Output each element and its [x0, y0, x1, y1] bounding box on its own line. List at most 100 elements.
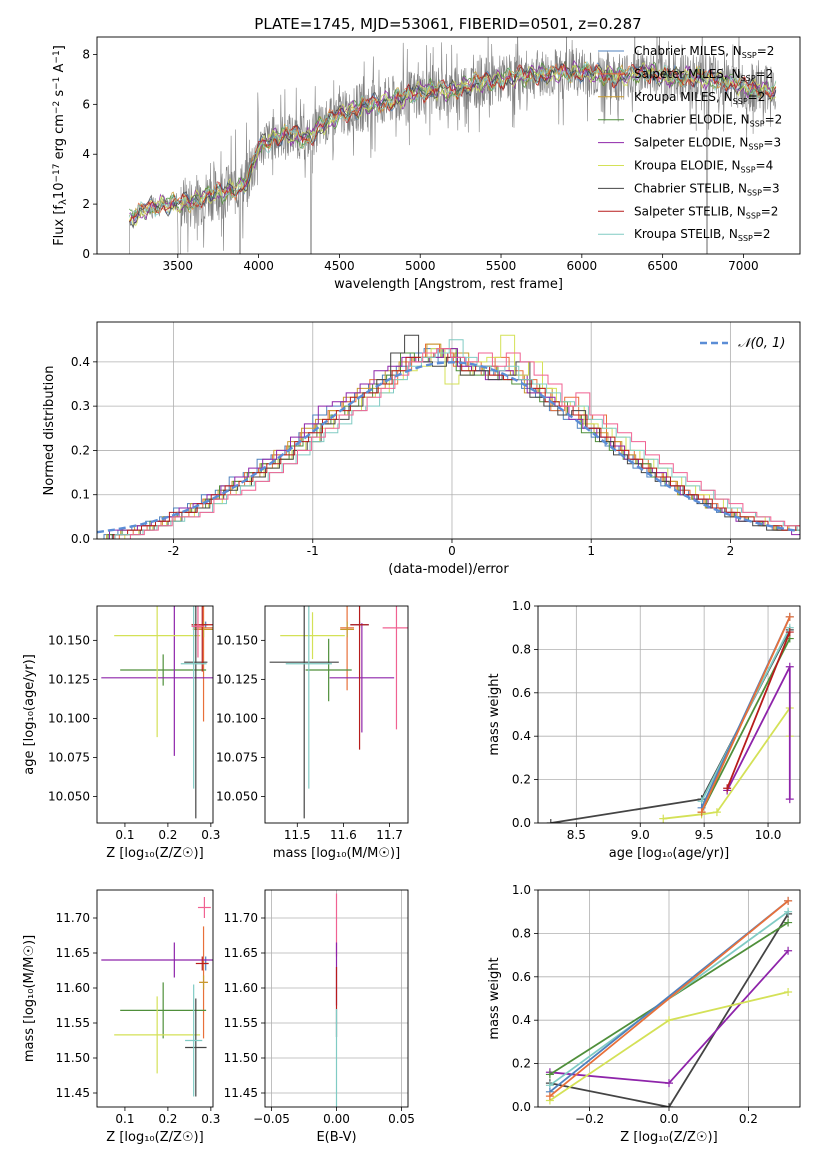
- model-spectrum-line: [128, 61, 776, 221]
- weight-marker: [712, 808, 721, 817]
- mass-weight-vs-age-ylabel: mass weight: [487, 673, 502, 755]
- histogram-step-line: [113, 352, 800, 539]
- mass-weight-vs-age-xlabel: age [log₁₀(age/yr)]: [609, 846, 730, 861]
- mass-vs-ebv-xlabel: E(B-V): [316, 1130, 356, 1145]
- spectrum-ytick-label: 8: [82, 47, 90, 61]
- age-vs-mass-xtick-label: 11.7: [376, 828, 403, 842]
- residuals-xtick-label: -1: [307, 544, 319, 558]
- age-vs-Z-ytick-label: 10.050: [48, 789, 90, 803]
- model-spectrum-line: [129, 59, 777, 224]
- mass-vs-ebv-ytick-label: 11.65: [224, 946, 258, 960]
- spectrum-frame: [96, 36, 801, 255]
- legend-entry: Kroupa STELIB, NSSP=2: [634, 227, 771, 243]
- age-vs-Z-xlabel: Z [log₁₀(Z/Z☉)]: [106, 846, 203, 861]
- errorbar-point: [120, 654, 207, 686]
- mass-weight-vs-Z-ytick-label: 0.2: [512, 1057, 531, 1071]
- spectrum-xtick-label: 5500: [486, 259, 517, 273]
- errorbar-point: [350, 606, 369, 750]
- mass-vs-ebv-xtick-label: 0.05: [388, 1112, 415, 1126]
- mass-vs-ebv-ytick-label: 11.60: [224, 981, 258, 995]
- histogram-step-line: [106, 343, 800, 539]
- legend-entry: Kroupa ELODIE, NSSP=4: [634, 159, 773, 175]
- mass-weight-vs-Z-xlabel: Z [log₁₀(Z/Z☉)]: [620, 1130, 717, 1145]
- age-vs-Z-ytick-label: 10.100: [48, 711, 90, 725]
- mass-vs-ebv-ytick-label: 11.55: [224, 1016, 258, 1030]
- weight-marker: [784, 918, 793, 927]
- residuals-xtick-label: 0: [448, 544, 456, 558]
- mass-weight-vs-Z-xtick-label: 0.0: [659, 1112, 678, 1126]
- residuals-frame: [96, 321, 801, 540]
- spectrum-ytick-label: 6: [82, 97, 90, 111]
- errorbar-point: [180, 606, 207, 789]
- histogram-step-line: [105, 343, 800, 539]
- errorbar-point: [191, 606, 205, 658]
- mass-vs-ebv-ytick-label: 11.70: [224, 911, 258, 925]
- legend-entry: Chabrier ELODIE, NSSP=2: [634, 113, 782, 129]
- residuals-plot-area: [97, 334, 800, 539]
- age-vs-Z-frame: [96, 605, 214, 824]
- weight-marker: [784, 907, 793, 916]
- weight-marker: [784, 896, 793, 905]
- age-vs-mass-frame: [264, 605, 409, 824]
- weight-marker: [546, 819, 555, 823]
- errorbar-point: [382, 606, 408, 730]
- mass-weight-vs-Z-ytick-label: 0.8: [512, 926, 531, 940]
- errorbar-point: [199, 975, 208, 990]
- age-vs-Z-ytick-label: 10.075: [48, 750, 90, 764]
- mass-weight-vs-age-xtick-label: 9.0: [631, 828, 650, 842]
- errorbar-point: [197, 897, 211, 918]
- mass-vs-Z-ytick-label: 11.65: [56, 946, 90, 960]
- mass-weight-vs-Z-frame: [537, 889, 801, 1108]
- residuals-ytick-label: 0.1: [71, 488, 90, 502]
- errorbar-point: [329, 623, 395, 733]
- errorbar-point: [101, 606, 213, 756]
- mass-weight-vs-Z-plot-area: [545, 896, 793, 1107]
- spectrum-ytick-label: 4: [82, 147, 90, 161]
- mass-vs-ebv-ytick-label: 11.50: [224, 1051, 258, 1065]
- residuals-axes: -2 -1 0 1 2 0.0 0.1 0.2 0.3 0.4 (data-model)/error…: [42, 321, 801, 577]
- mass-vs-ebv-xtick-label: −0.05: [253, 1112, 290, 1126]
- age-vs-mass-ytick-label: 10.075: [216, 750, 258, 764]
- weight-marker: [545, 1070, 554, 1079]
- errorbar-point: [305, 638, 352, 702]
- weight-marker: [665, 1079, 673, 1088]
- weight-marker: [785, 628, 794, 637]
- errorbar-point: [184, 606, 208, 819]
- legend-entry: Chabrier STELIB, NSSP=3: [634, 181, 780, 197]
- mass-vs-Z-ytick-label: 11.70: [56, 911, 90, 925]
- errorbar-point: [191, 606, 213, 672]
- mass-vs-Z-frame: [96, 889, 214, 1108]
- mass-weight-vs-age-axes: 8.5 9.0 9.5 10.0 0.0 0.2 0.4 0.6 0.8 1.0 age [log₁…: [487, 599, 801, 861]
- weight-series-line: [550, 629, 791, 823]
- mass-vs-Z-xtick-label: 0.1: [115, 1112, 134, 1126]
- observed-spectrum-line: [129, 37, 777, 254]
- residuals-xtick-label: 1: [587, 544, 595, 558]
- spectrum-xtick-label: 4500: [324, 259, 355, 273]
- weight-marker: [659, 814, 668, 823]
- histogram-step-line: [116, 348, 800, 539]
- residuals-xtick-label: 2: [727, 544, 735, 558]
- spectrum-ytick-label: 0: [82, 247, 90, 261]
- mass-vs-Z-xtick-label: 0.3: [201, 1112, 220, 1126]
- age-vs-Z-ytick-label: 10.150: [48, 633, 90, 647]
- weight-series-line: [700, 616, 791, 813]
- figure-title: PLATE=1745, MJD=53061, FIBERID=0501, z=0…: [254, 15, 641, 33]
- age-vs-mass-plot-area: [269, 606, 408, 819]
- age-vs-Z-axes: 0.1 0.2 0.3 10.050 10.075 10.100 10.125 10.150 Z…: [22, 605, 220, 861]
- legend-entry: Salpeter ELODIE, NSSP=3: [634, 136, 781, 152]
- mass-vs-Z-axes: 0.1 0.2 0.3 11.45 11.50 11.55 11.60 11.65 11.70 Z…: [22, 889, 220, 1145]
- mass-vs-ebv-xtick-label: 0.00: [323, 1112, 350, 1126]
- spectrum-plot-area: [128, 37, 777, 254]
- histogram-step-line: [111, 334, 800, 539]
- weight-marker: [665, 1103, 673, 1107]
- errorbar-point: [285, 606, 332, 789]
- residuals-ylabel: Normed distribution: [42, 366, 57, 496]
- age-vs-Z-xtick-label: 0.3: [201, 828, 220, 842]
- weight-marker: [785, 795, 794, 804]
- residuals-ytick-label: 0.4: [71, 355, 90, 369]
- mass-weight-vs-age-ytick-label: 0.4: [512, 729, 531, 743]
- mass-weight-vs-Z-ytick-label: 0.6: [512, 970, 531, 984]
- errorbar-point: [120, 982, 207, 1039]
- legend-entry: Kroupa MILES, NSSP=2: [634, 90, 765, 106]
